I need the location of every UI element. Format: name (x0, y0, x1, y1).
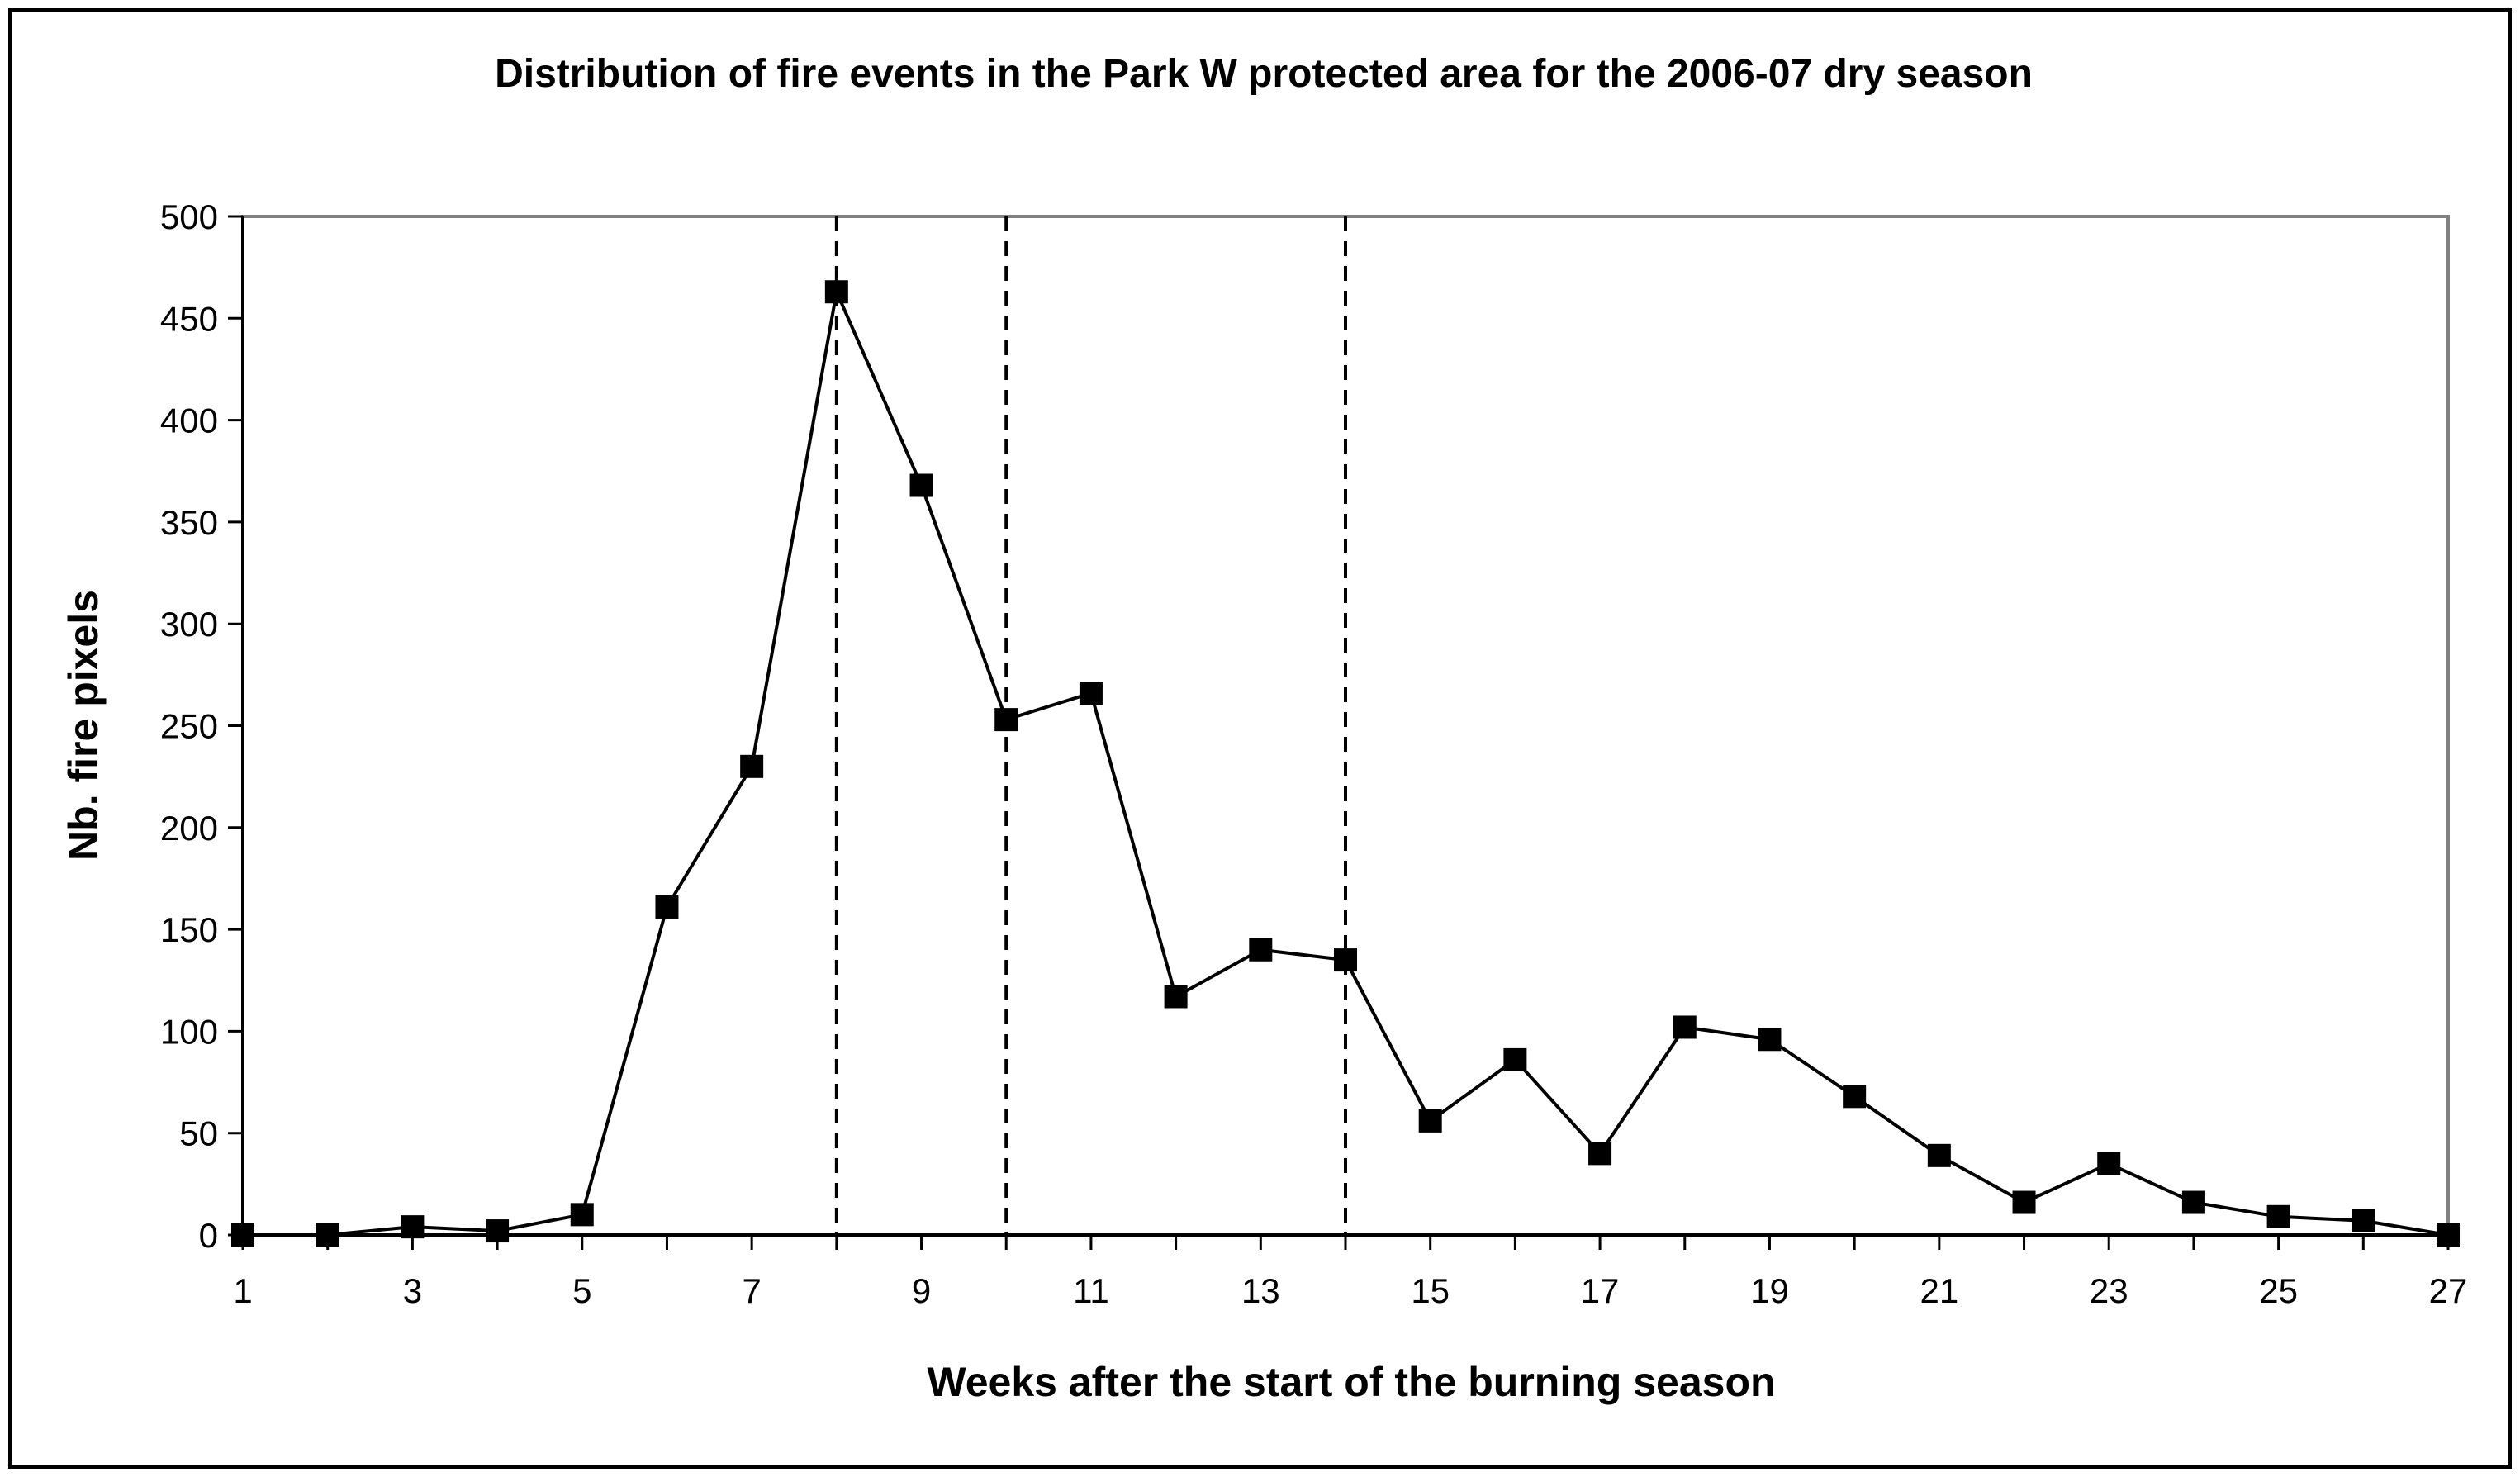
x-tick-label: 7 (742, 1271, 761, 1310)
data-point-week-8 (824, 280, 848, 304)
data-point-week-3 (401, 1215, 425, 1239)
chart-frame (8, 8, 2512, 1469)
x-axis: 1 3 5 7 9 11 13 15 17 19 21 23 25 27 (233, 216, 2467, 1310)
x-tick-label: 15 (1411, 1271, 1450, 1310)
x-tick-label: 1 (233, 1271, 252, 1310)
y-tick-label: 250 (160, 707, 218, 746)
x-tick-label: 19 (1750, 1271, 1789, 1310)
x-tick-label: 21 (1920, 1271, 1958, 1310)
data-point-week-20 (1843, 1085, 1867, 1109)
data-point-week-23 (2097, 1152, 2121, 1175)
x-tick-label: 17 (1581, 1271, 1620, 1310)
y-tick-label: 350 (160, 503, 218, 542)
data-point-week-26 (2352, 1209, 2375, 1232)
data-point-week-17 (1588, 1142, 1612, 1166)
data-point-week-19 (1758, 1028, 1782, 1052)
series-layer (231, 280, 2460, 1247)
y-tick-label: 150 (160, 910, 218, 949)
x-tick-label: 3 (403, 1271, 422, 1310)
x-tick-label: 11 (1073, 1271, 1109, 1310)
data-point-week-5 (570, 1203, 594, 1227)
data-point-week-15 (1418, 1109, 1442, 1133)
data-point-week-10 (994, 708, 1018, 732)
data-point-week-14 (1334, 948, 1357, 972)
chart-title: Distribution of fire events in the Park … (495, 52, 2033, 96)
data-point-week-12 (1164, 985, 1188, 1009)
y-tick-label: 200 (160, 809, 218, 848)
data-point-week-16 (1503, 1047, 1527, 1071)
data-point-week-13 (1249, 938, 1273, 962)
data-point-week-24 (2181, 1190, 2205, 1214)
data-point-week-1 (231, 1223, 254, 1247)
data-point-week-27 (2437, 1223, 2460, 1247)
y-tick-label: 400 (160, 401, 218, 440)
data-point-week-6 (655, 895, 679, 919)
reference-lines (834, 216, 1347, 1235)
data-point-week-11 (1079, 682, 1103, 705)
data-point-week-2 (316, 1223, 339, 1247)
y-axis-label: Nb. fire pixels (60, 590, 107, 861)
data-point-week-18 (1673, 1015, 1697, 1039)
y-tick-label: 500 (160, 197, 218, 236)
x-tick-label: 9 (912, 1271, 931, 1310)
y-axis: 0 50 100 150 200 250 300 350 400 450 500 (160, 197, 243, 1255)
y-tick-label: 100 (160, 1012, 218, 1051)
y-tick-label: 0 (199, 1216, 218, 1255)
data-point-week-9 (909, 473, 933, 497)
x-axis-label: Weeks after the start of the burning sea… (927, 1359, 1775, 1405)
data-point-week-22 (2012, 1190, 2036, 1214)
y-tick-label: 300 (160, 605, 218, 644)
data-point-week-25 (2266, 1204, 2290, 1228)
data-point-week-21 (1927, 1143, 1951, 1167)
x-tick-label: 5 (572, 1271, 591, 1310)
x-tick-label: 27 (2429, 1271, 2468, 1310)
data-point-week-4 (486, 1219, 510, 1243)
y-tick-label: 50 (179, 1114, 218, 1153)
x-tick-label: 25 (2259, 1271, 2298, 1310)
x-tick-label: 23 (2090, 1271, 2128, 1310)
y-tick-label: 450 (160, 299, 218, 338)
data-point-week-7 (740, 754, 764, 778)
x-tick-label: 13 (1241, 1271, 1280, 1310)
